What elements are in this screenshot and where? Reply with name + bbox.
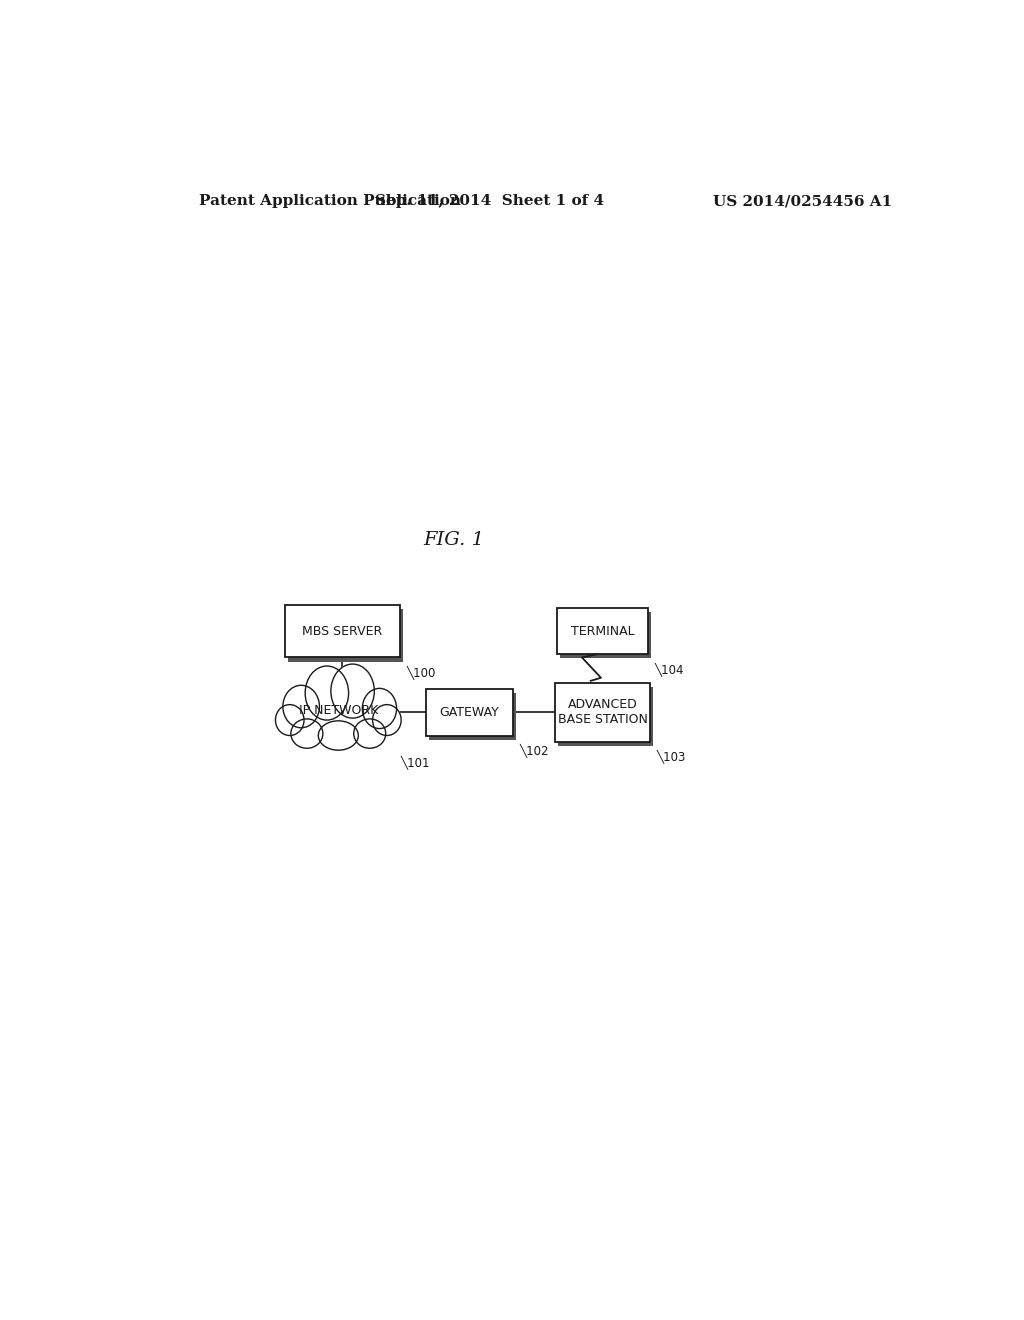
- FancyBboxPatch shape: [558, 686, 653, 746]
- Ellipse shape: [305, 667, 348, 721]
- Text: GATEWAY: GATEWAY: [439, 706, 499, 719]
- Text: TERMINAL: TERMINAL: [570, 624, 635, 638]
- Ellipse shape: [362, 689, 396, 729]
- Text: ╲104: ╲104: [654, 663, 684, 677]
- Text: FIG. 1: FIG. 1: [423, 531, 484, 549]
- Text: MBS SERVER: MBS SERVER: [302, 624, 382, 638]
- FancyBboxPatch shape: [555, 682, 650, 742]
- Text: Patent Application Publication: Patent Application Publication: [200, 194, 462, 209]
- Text: ╲103: ╲103: [656, 750, 686, 764]
- Text: ADVANCED
BASE STATION: ADVANCED BASE STATION: [558, 698, 647, 726]
- Ellipse shape: [353, 719, 386, 748]
- Text: ╲100: ╲100: [407, 665, 435, 680]
- FancyBboxPatch shape: [288, 609, 403, 661]
- Text: ╲102: ╲102: [519, 744, 549, 758]
- FancyBboxPatch shape: [560, 611, 651, 659]
- Ellipse shape: [283, 685, 319, 727]
- Ellipse shape: [318, 721, 358, 750]
- FancyBboxPatch shape: [426, 689, 513, 735]
- Ellipse shape: [275, 705, 304, 735]
- Text: US 2014/0254456 A1: US 2014/0254456 A1: [713, 194, 892, 209]
- Ellipse shape: [291, 719, 323, 748]
- Text: Sep. 11, 2014  Sheet 1 of 4: Sep. 11, 2014 Sheet 1 of 4: [375, 194, 604, 209]
- Ellipse shape: [331, 664, 375, 718]
- Ellipse shape: [373, 705, 401, 735]
- Text: IP NETWORK: IP NETWORK: [299, 704, 378, 717]
- FancyBboxPatch shape: [285, 605, 399, 657]
- FancyBboxPatch shape: [557, 607, 648, 655]
- Text: ╲101: ╲101: [400, 756, 430, 770]
- FancyBboxPatch shape: [429, 693, 516, 739]
